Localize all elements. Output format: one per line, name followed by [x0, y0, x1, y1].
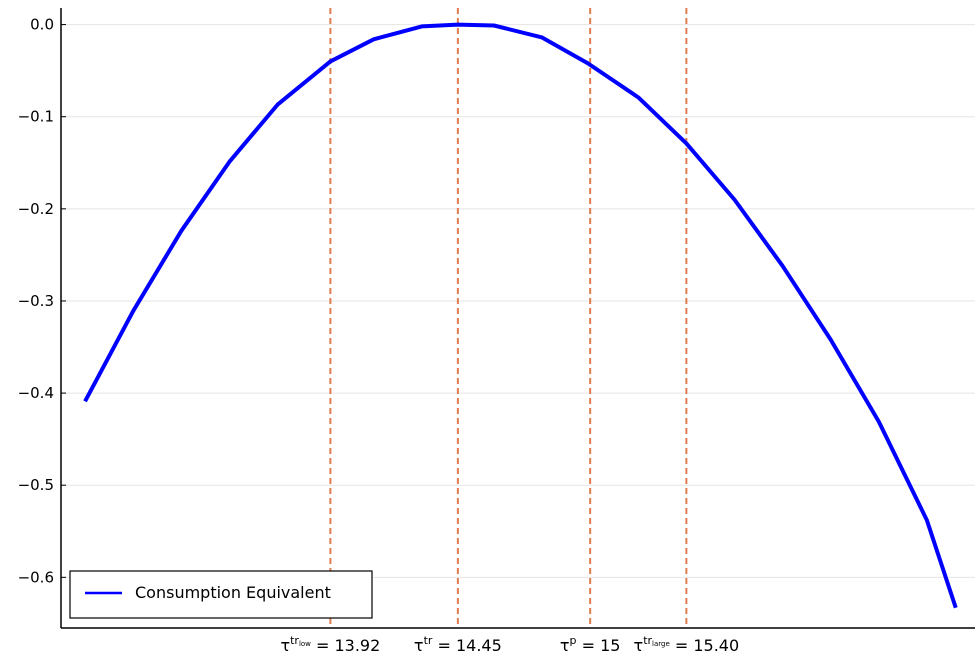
- axes: [60, 8, 975, 629]
- vertical-marker-label: τtr = 14.45: [414, 634, 502, 655]
- y-tick-label: 0.0: [30, 16, 54, 34]
- vertical-marker-label: τtrlarge = 15.40: [634, 634, 740, 655]
- y-tick-label: −0.5: [18, 476, 54, 494]
- grid-lines: [61, 24, 975, 578]
- vertical-marker-label: τp = 15: [560, 634, 621, 655]
- vertical-marker-labels: τtrlow = 13.92 τtr = 14.45 τp = 15 τtrlarge…: [280, 634, 739, 655]
- legend-series-label: Consumption Equivalent: [135, 583, 331, 602]
- series-line-consumption-equivalent: [83, 22, 958, 609]
- y-tick-label: −0.2: [18, 200, 54, 218]
- y-tick-labels: 0.0 −0.1 −0.2 −0.3 −0.4 −0.5 −0.6: [18, 16, 66, 586]
- legend: Consumption Equivalent: [69, 570, 373, 619]
- y-tick-label: −0.6: [18, 568, 54, 586]
- legend-box: [69, 570, 373, 619]
- y-tick-label: −0.1: [18, 108, 54, 126]
- vertical-marker-lines: [329, 8, 688, 628]
- y-tick-label: −0.4: [18, 384, 54, 402]
- vertical-marker-label: τtrlow = 13.92: [280, 634, 380, 655]
- y-tick-label: −0.3: [18, 292, 54, 310]
- series-layer: [83, 22, 958, 609]
